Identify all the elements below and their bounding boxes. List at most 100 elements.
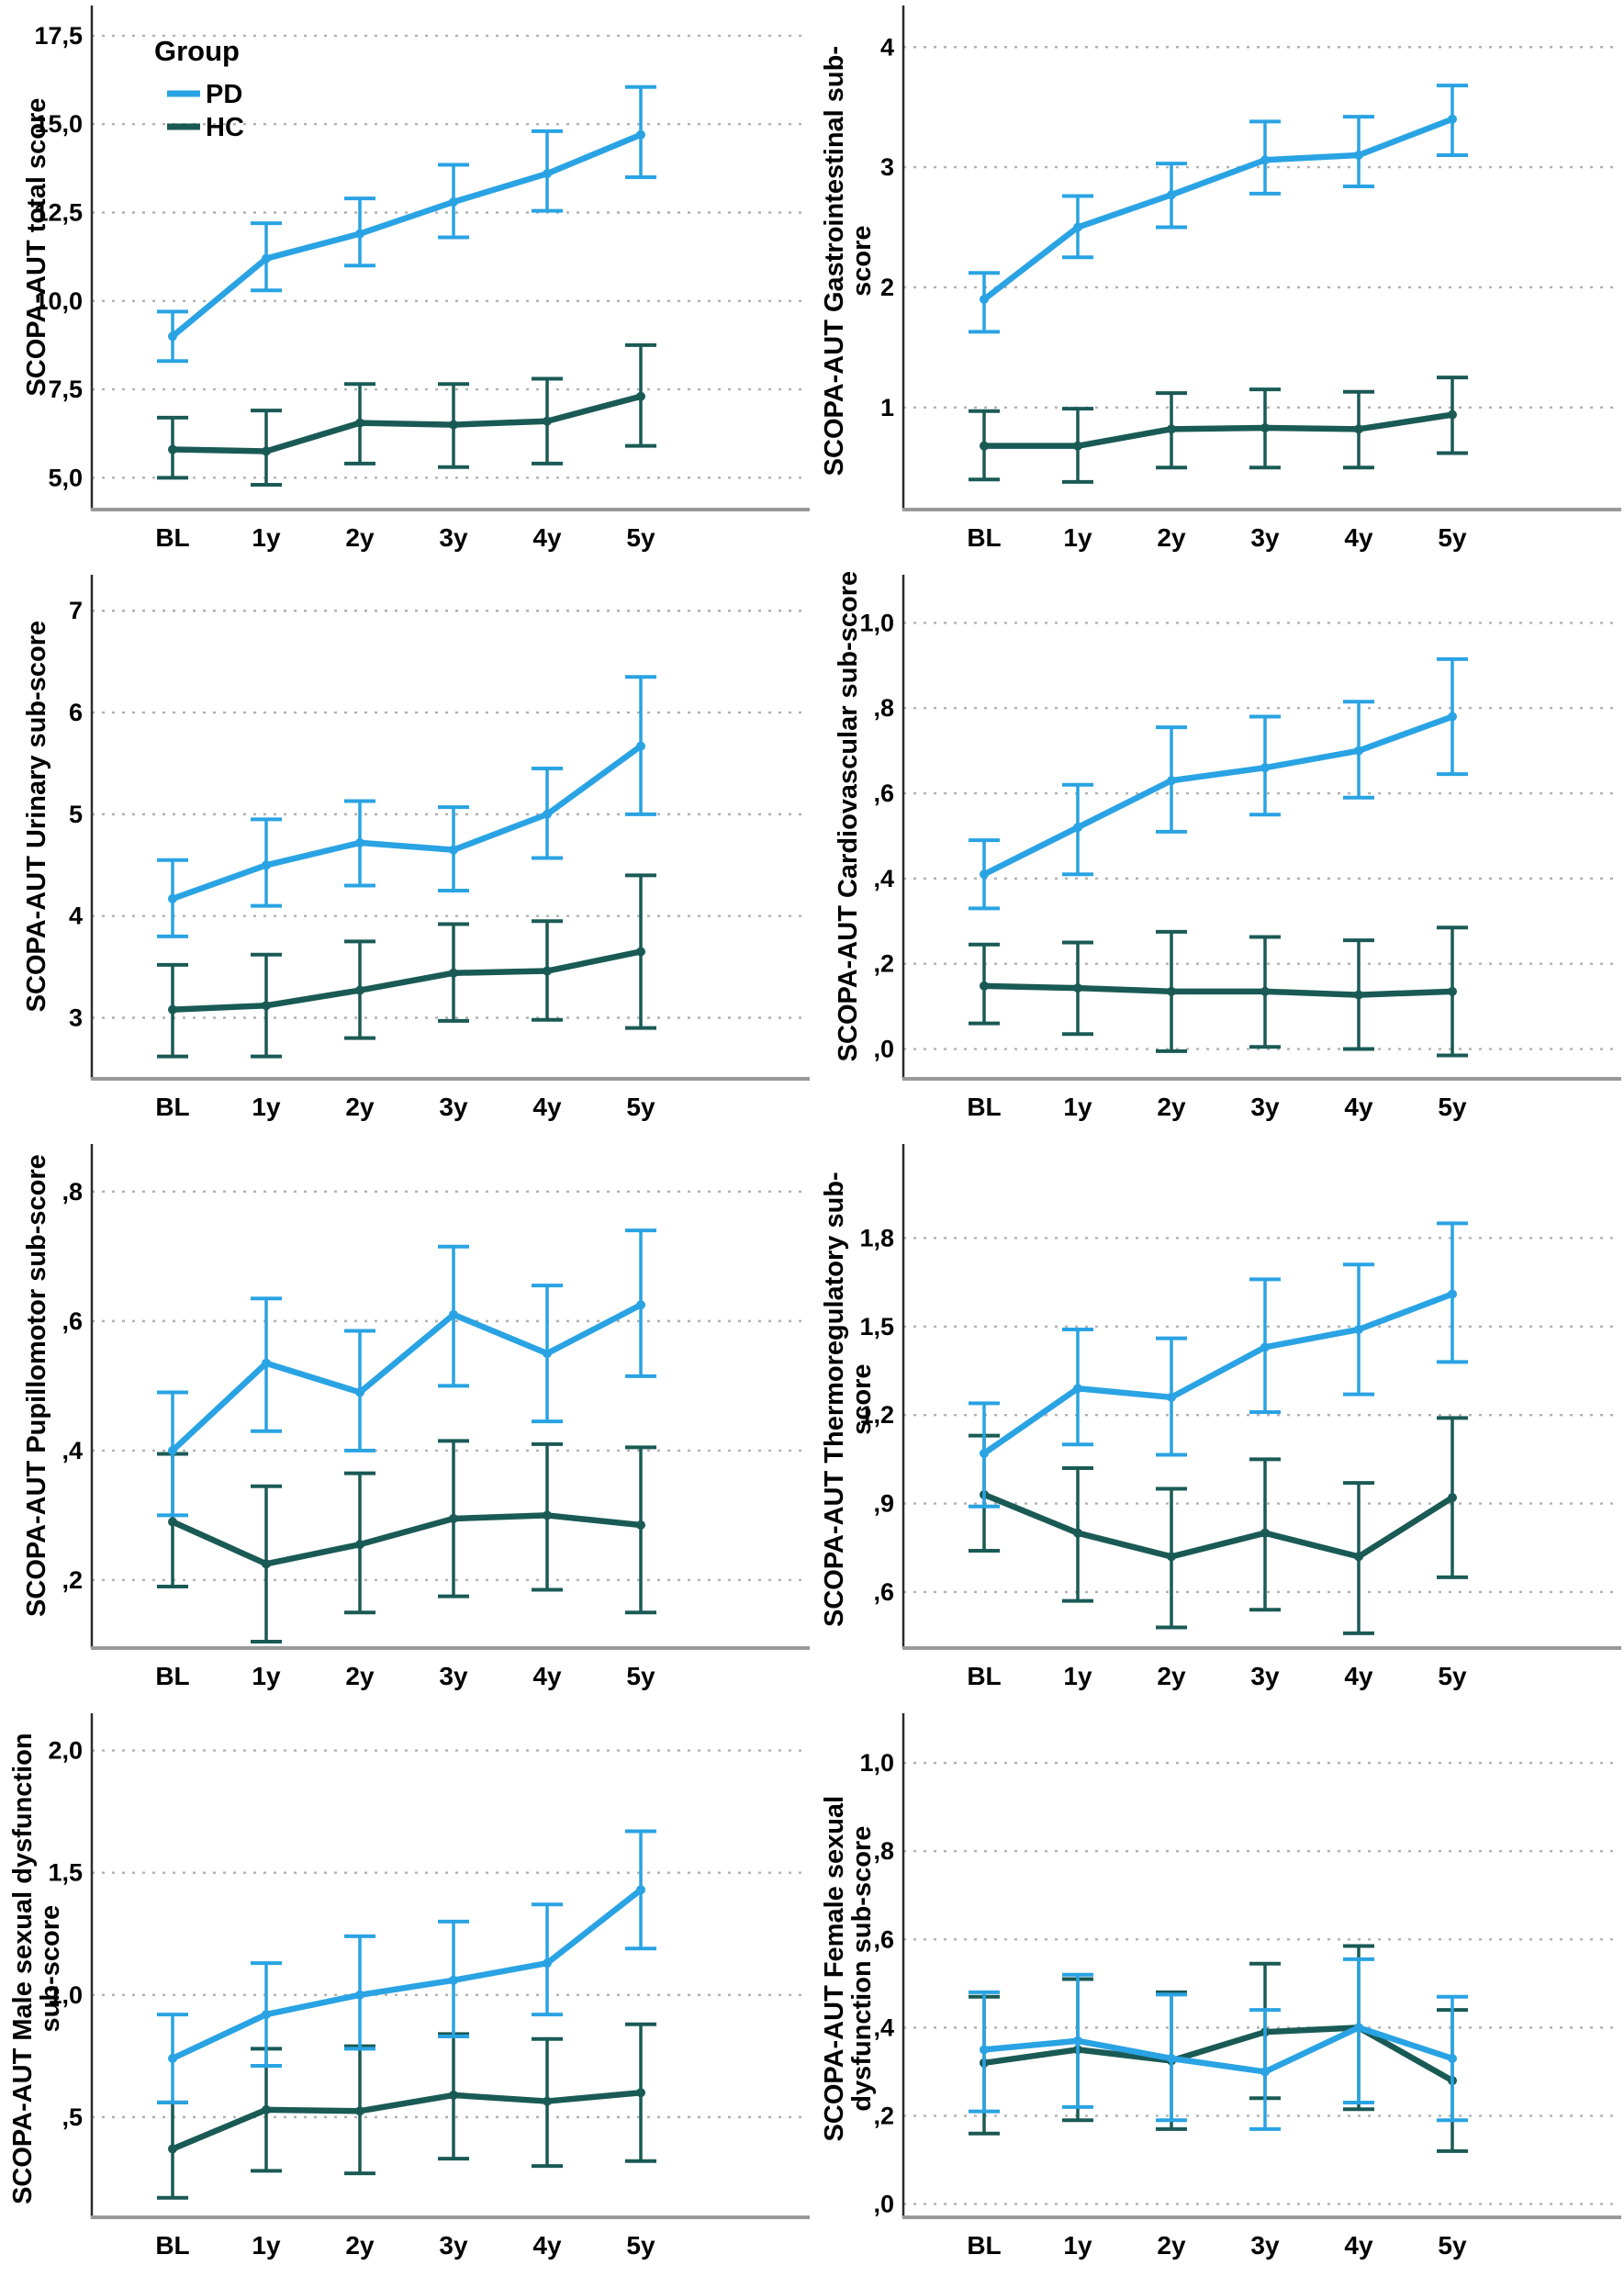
data-point (355, 1387, 364, 1397)
data-point (1260, 423, 1270, 433)
data-point (262, 446, 271, 456)
series-pd (969, 1957, 1468, 2131)
series-line (982, 1491, 1454, 1560)
chart-thermoregulatory: SCOPA-AUT Thermoregulatory sub- score 1,… (812, 1138, 1624, 1708)
data-point (543, 2096, 552, 2106)
data-point (1354, 424, 1363, 434)
data-point (1354, 151, 1363, 161)
chart-female-sexual-dysfunction: SCOPA-AUT Female sexual dysfunction sub-… (812, 1708, 1624, 2277)
data-point (355, 418, 364, 428)
x-tick-label: BL (967, 1662, 1001, 1690)
data-point (1167, 424, 1176, 434)
y-tick-label: ,6 (62, 1307, 83, 1335)
data-point (449, 420, 458, 430)
data-point (636, 947, 645, 957)
y-tick-label: 1,2 (859, 1401, 894, 1429)
y-tick-label: 3 (69, 1004, 83, 1032)
series-pd (157, 1228, 656, 1518)
data-point (449, 968, 458, 978)
data-point (449, 196, 458, 207)
x-tick-label: 3y (1250, 523, 1280, 552)
data-point (449, 2090, 458, 2100)
series-line (982, 713, 1454, 878)
x-tick-label: 1y (252, 523, 281, 552)
y-tick-label: 10,0 (34, 287, 83, 315)
data-point (262, 253, 271, 264)
x-tick-label: 4y (1344, 2231, 1373, 2260)
x-tick-label: 1y (1063, 2231, 1092, 2260)
chart-male-sexual-dysfunction: SCOPA-AUT Male sexual dysfunction sub-sc… (0, 1708, 812, 2277)
x-tick-label: 5y (626, 2231, 655, 2260)
series-line (172, 393, 642, 454)
x-tick-label: 4y (1344, 1093, 1373, 1121)
series-hc (969, 1944, 1468, 2153)
data-point (636, 1300, 645, 1310)
data-point (1167, 190, 1176, 200)
data-point (636, 129, 645, 140)
x-tick-label: 3y (1250, 1093, 1280, 1121)
data-point (1354, 2023, 1363, 2033)
data-point (636, 2088, 645, 2098)
x-tick-label: 2y (345, 523, 375, 552)
data-point (1448, 409, 1457, 420)
data-point (543, 416, 552, 426)
y-tick-label: ,0 (873, 1036, 894, 1063)
y-tick-label: ,2 (873, 950, 894, 978)
x-tick-label: 5y (626, 1093, 655, 1121)
series-pd (157, 84, 656, 364)
y-tick-label: 5,0 (48, 464, 83, 491)
data-point (543, 809, 552, 819)
data-point (168, 1445, 177, 1455)
data-point (543, 169, 552, 179)
y-tick-label: ,4 (62, 1437, 83, 1464)
data-point (1073, 823, 1082, 833)
x-tick-label: 2y (1157, 1093, 1186, 1121)
plot-urinary: 7 6 5 4 3 BL 1y 2y 3y 4y 5y (69, 575, 810, 1121)
plot-total-score: 17,5 15,0 12,5 10,0 7,5 5,0 BL 1y 2y 3y 4y 5y Group P… (34, 6, 810, 552)
x-tick-label: 4y (532, 1093, 562, 1121)
data-point (1167, 986, 1176, 996)
data-point (1260, 1528, 1270, 1538)
legend-item-label: HC (206, 113, 244, 142)
series-line (982, 116, 1454, 302)
data-point (168, 1517, 177, 1527)
series-hc (157, 873, 656, 1059)
y-tick-label: 2 (880, 274, 894, 301)
y-tick-label: ,5 (62, 2103, 83, 2131)
x-tick-label: 1y (252, 1093, 281, 1121)
data-point (1354, 1324, 1363, 1334)
plot-female-sexual-dysfunction: 1,0 ,8 ,6 ,4 ,2 ,0 BL 1y 2y 3y 4y 5y (859, 1713, 1621, 2260)
data-point (355, 985, 364, 995)
data-point (980, 295, 989, 305)
series-line (170, 1302, 643, 1453)
x-tick-label: 2y (345, 1093, 375, 1121)
y-tick-label: 3 (880, 153, 894, 181)
y-tick-label: 1,0 (48, 1981, 83, 2009)
data-point (1448, 1493, 1457, 1503)
y-tick-label: 2,0 (48, 1737, 83, 1765)
legend-item-label: PD (206, 80, 242, 109)
series-pd (157, 1829, 656, 2104)
series-pd (969, 656, 1468, 911)
data-point (1073, 983, 1082, 993)
x-tick-label: 1y (1063, 523, 1092, 552)
x-tick-label: 1y (252, 2231, 281, 2260)
series-hc (157, 1439, 656, 1643)
legend-title: Group (154, 35, 240, 67)
y-tick-label: ,8 (873, 1837, 894, 1865)
y-tick-label: 1,5 (859, 1313, 894, 1340)
x-tick-label: BL (967, 2231, 1001, 2260)
y-tick-label: ,6 (873, 1578, 894, 1606)
x-tick-label: 4y (1344, 1662, 1373, 1690)
y-tick-label: 1 (880, 394, 894, 421)
series-line (171, 744, 643, 902)
chart-total-score: SCOPA-AUT total score 17,5 15,0 12,5 10,0 7,… (0, 0, 812, 569)
y-tick-label: ,8 (62, 1178, 83, 1206)
data-point (355, 1540, 364, 1550)
y-tick-label: ,0 (873, 2191, 894, 2218)
plot-gastrointestinal: 4 3 2 1 BL 1y 2y 3y 4y 5y (880, 6, 1621, 552)
series-pd (969, 1221, 1468, 1509)
data-point (168, 2144, 177, 2154)
data-point (1167, 1392, 1176, 1402)
